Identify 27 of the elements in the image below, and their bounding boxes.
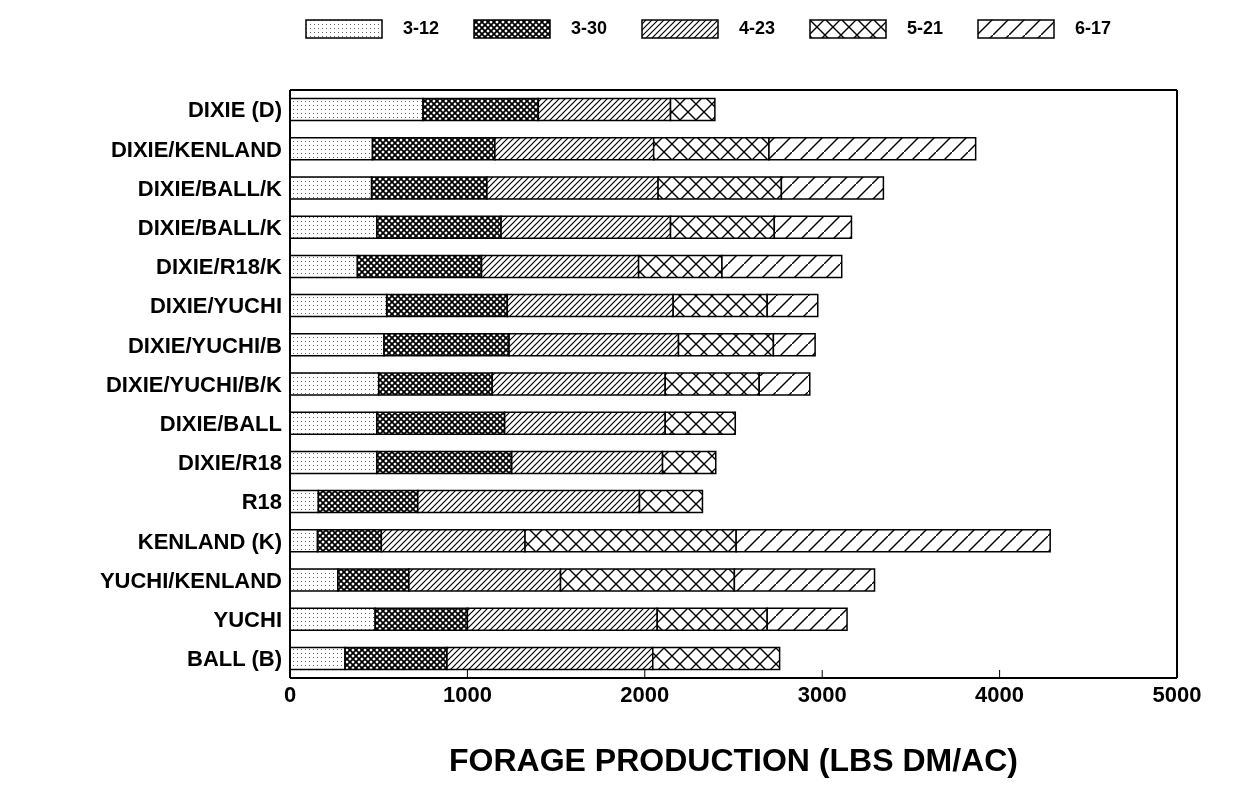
x-axis-title: FORAGE PRODUCTION (LBS DM/AC) — [449, 741, 1018, 778]
y-tick-label: YUCHI — [213, 607, 282, 633]
y-tick-label: DIXIE/R18 — [178, 450, 282, 476]
y-tick-label: DIXIE/BALL/K — [137, 175, 283, 201]
x-tick-label: 0 — [283, 681, 297, 707]
y-tick-label: DIXIE/YUCHI/B — [127, 332, 282, 358]
y-tick-label: R18 — [241, 489, 282, 515]
y-tick-label: DIXIE (D) — [187, 97, 282, 123]
y-tick-label: BALL (B) — [187, 646, 282, 672]
legend-label: 4-23 — [738, 18, 776, 39]
x-tick-label: 4000 — [975, 681, 1025, 707]
legend-label: 6-17 — [1075, 18, 1112, 39]
x-tick-label: 3000 — [797, 681, 847, 707]
legend-label: 5-21 — [907, 18, 944, 39]
y-tick-label: KENLAND (K) — [137, 528, 282, 554]
x-tick-label: 1000 — [442, 681, 492, 707]
x-tick-label: 5000 — [1152, 681, 1202, 707]
y-tick-label: DIXIE/R18/K — [156, 254, 283, 280]
legend-label: 3-30 — [570, 18, 607, 39]
y-tick-label: YUCHI/KENLAND — [99, 567, 282, 593]
y-tick-label: DIXIE/BALL/K — [137, 215, 283, 241]
y-tick-label: DIXIE/YUCHI/B/K — [105, 371, 283, 397]
y-tick-label: DIXIE/YUCHI — [149, 293, 282, 319]
legend-label: 3-12 — [402, 18, 439, 39]
y-tick-label: DIXIE/KENLAND — [110, 136, 282, 162]
y-tick-label: DIXIE/BALL — [159, 411, 282, 437]
x-tick-label: 2000 — [620, 681, 670, 707]
